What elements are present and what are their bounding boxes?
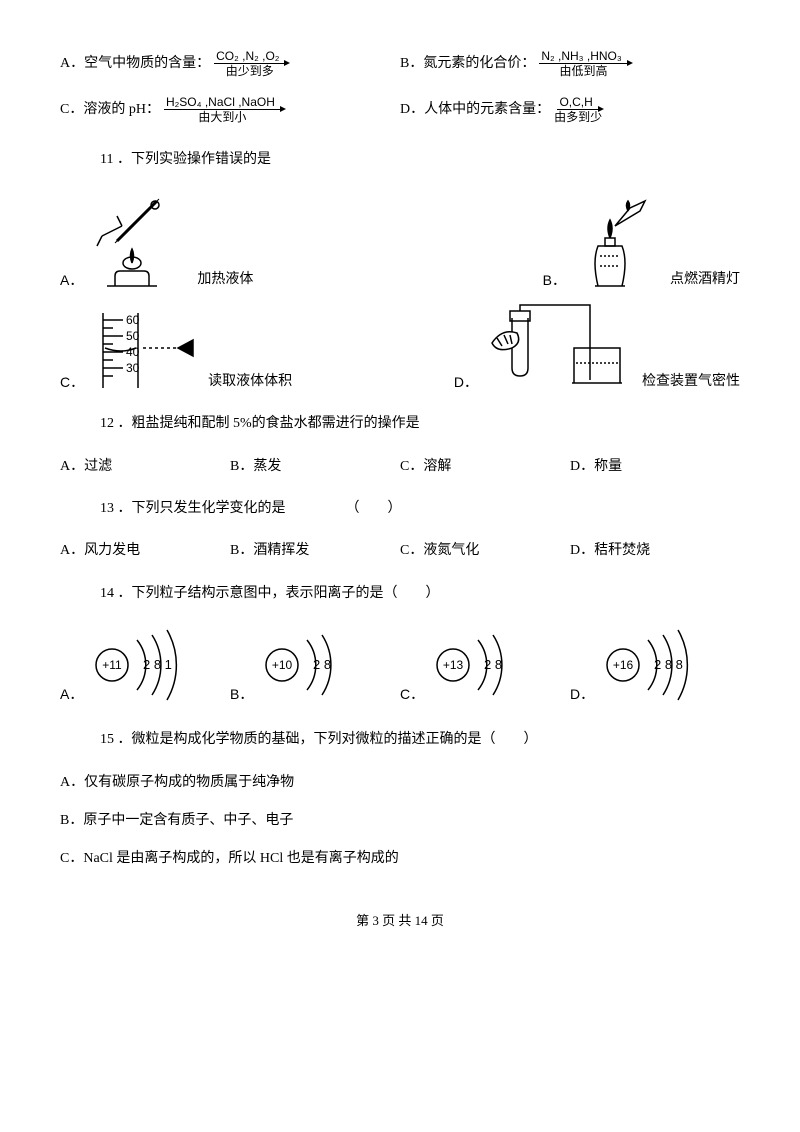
- q12-C: C．溶解: [400, 456, 570, 478]
- q10-opt-B: B．氮元素的化合价： N₂ ,NH₃ ,HNO₃ 由低到高: [400, 50, 740, 78]
- q12-B: B．蒸发: [230, 456, 400, 478]
- opt-label: D．: [570, 683, 594, 705]
- arrow-bot: 由少到多: [226, 64, 274, 78]
- opt-label: C．: [400, 683, 424, 705]
- svg-text:2 8: 2 8: [313, 657, 331, 672]
- q11-stem: 11 ．下列实验操作错误的是: [100, 149, 740, 171]
- q13-blank: （ ）: [346, 498, 402, 520]
- page-footer: 第 3 页 共 14 页: [60, 911, 740, 932]
- opt-label: B．: [543, 269, 566, 291]
- q11-opt-C: C． 60 50 40 30 读取液体体积: [60, 308, 292, 393]
- svg-text:50: 50: [126, 329, 140, 343]
- q10-b-prefix: B．氮元素的化合价：: [400, 53, 535, 75]
- q13-B: B．酒精挥发: [230, 540, 400, 562]
- atom-diagram-icon: +11 2 8 1: [87, 625, 207, 705]
- q13-A: A．风力发电: [60, 540, 230, 562]
- svg-text:2 8 8: 2 8 8: [654, 657, 683, 672]
- q13-C: C．液氮气化: [400, 540, 570, 562]
- q11-row1: A． 加热液体 B．: [60, 191, 740, 291]
- arrow-diagram: O,C,H 由多到少: [554, 96, 602, 124]
- q13-stem-row: 13 ．下列只发生化学变化的是 （ ）: [100, 498, 740, 520]
- arrow-top: N₂ ,NH₃ ,HNO₃: [539, 50, 627, 64]
- arrow-bot: 由低到高: [560, 64, 608, 78]
- opt-label: C．: [60, 371, 84, 393]
- q12-A: A．过滤: [60, 456, 230, 478]
- q14-stem: 14 ．下列粒子结构示意图中，表示阳离子的是（ ）: [100, 583, 740, 605]
- caption: 点燃酒精灯: [670, 269, 740, 291]
- svg-text:40: 40: [126, 345, 140, 359]
- q10-opt-D: D．人体中的元素含量： O,C,H 由多到少: [400, 96, 740, 124]
- q15-A: A．仅有碳原子构成的物质属于纯净物: [60, 772, 740, 794]
- q12-D: D．称量: [570, 456, 740, 478]
- opt-label: B．: [230, 683, 253, 705]
- caption: 读取液体体积: [208, 371, 292, 393]
- atom-diagram-icon: +16 2 8 8: [598, 625, 728, 705]
- svg-text:2 8 1: 2 8 1: [143, 657, 172, 672]
- arrow-diagram: CO₂ ,N₂ ,O₂ 由少到多: [214, 50, 285, 78]
- q14-D: D． +16 2 8 8: [570, 625, 740, 705]
- q10-row1: A．空气中物质的含量： CO₂ ,N₂ ,O₂ 由少到多 B．氮元素的化合价： …: [60, 50, 740, 78]
- q13-options: A．风力发电 B．酒精挥发 C．液氮气化 D．秸秆焚烧: [60, 540, 740, 562]
- opt-label: D．: [454, 371, 478, 393]
- q14-A: A． +11 2 8 1: [60, 625, 230, 705]
- svg-text:+11: +11: [103, 658, 123, 672]
- q10-row2: C．溶液的 pH： H₂SO₄ ,NaCl ,NaOH 由大到小 D．人体中的元…: [60, 96, 740, 124]
- atom-diagram-icon: +13 2 8: [428, 625, 538, 705]
- opt-label: A．: [60, 269, 83, 291]
- test-tube-heating-icon: [87, 191, 177, 291]
- svg-text:30: 30: [126, 361, 140, 375]
- arrow-top: H₂SO₄ ,NaCl ,NaOH: [164, 96, 281, 110]
- q12-options: A．过滤 B．蒸发 C．溶解 D．称量: [60, 456, 740, 478]
- q10-a-prefix: A．空气中物质的含量：: [60, 53, 210, 75]
- arrow-diagram: N₂ ,NH₃ ,HNO₃ 由低到高: [539, 50, 627, 78]
- svg-text:+10: +10: [272, 658, 293, 672]
- q10-opt-A: A．空气中物质的含量： CO₂ ,N₂ ,O₂ 由少到多: [60, 50, 400, 78]
- arrow-bot: 由大到小: [198, 110, 246, 124]
- q10-d-prefix: D．人体中的元素含量：: [400, 99, 550, 121]
- q10-opt-C: C．溶液的 pH： H₂SO₄ ,NaCl ,NaOH 由大到小: [60, 96, 400, 124]
- svg-text:+13: +13: [443, 658, 464, 672]
- arrow-diagram: H₂SO₄ ,NaCl ,NaOH 由大到小: [164, 96, 281, 124]
- caption: 检查装置气密性: [642, 371, 740, 393]
- q15-stem: 15 ．微粒是构成化学物质的基础，下列对微粒的描述正确的是（ ）: [100, 729, 740, 751]
- alcohol-lamp-lighting-icon: [570, 196, 650, 291]
- arrow-top: CO₂ ,N₂ ,O₂: [214, 50, 285, 64]
- atom-diagram-icon: +10 2 8: [257, 625, 367, 705]
- airtight-check-icon: [482, 303, 632, 393]
- q11-opt-B: B． 点燃酒精灯: [543, 196, 740, 291]
- q14-C: C． +13 2 8: [400, 625, 570, 705]
- q13-stem: 13 ．下列只发生化学变化的是: [100, 498, 286, 520]
- q14-options: A． +11 2 8 1 B． +10 2 8 C．: [60, 625, 740, 705]
- q11-opt-D: D． 检查装置气密性: [454, 303, 740, 393]
- q15-B: B．原子中一定含有质子、中子、电子: [60, 810, 740, 832]
- q11-opt-A: A． 加热液体: [60, 191, 253, 291]
- q15-C: C．NaCl 是由离子构成的，所以 HCl 也是有离子构成的: [60, 848, 740, 870]
- svg-text:2 8: 2 8: [484, 657, 502, 672]
- q12-stem: 12 ．粗盐提纯和配制 5%的食盐水都需进行的操作是: [100, 413, 740, 435]
- svg-text:60: 60: [126, 313, 140, 327]
- q14-B: B． +10 2 8: [230, 625, 400, 705]
- graduated-cylinder-icon: 60 50 40 30: [88, 308, 198, 393]
- q11-row2: C． 60 50 40 30 读取液体体积 D．: [60, 303, 740, 393]
- svg-text:+16: +16: [613, 658, 634, 672]
- opt-label: A．: [60, 683, 83, 705]
- q10-c-prefix: C．溶液的 pH：: [60, 99, 160, 121]
- arrow-top: O,C,H: [557, 96, 598, 110]
- arrow-bot: 由多到少: [554, 110, 602, 124]
- q13-D: D．秸秆焚烧: [570, 540, 740, 562]
- caption: 加热液体: [197, 269, 253, 291]
